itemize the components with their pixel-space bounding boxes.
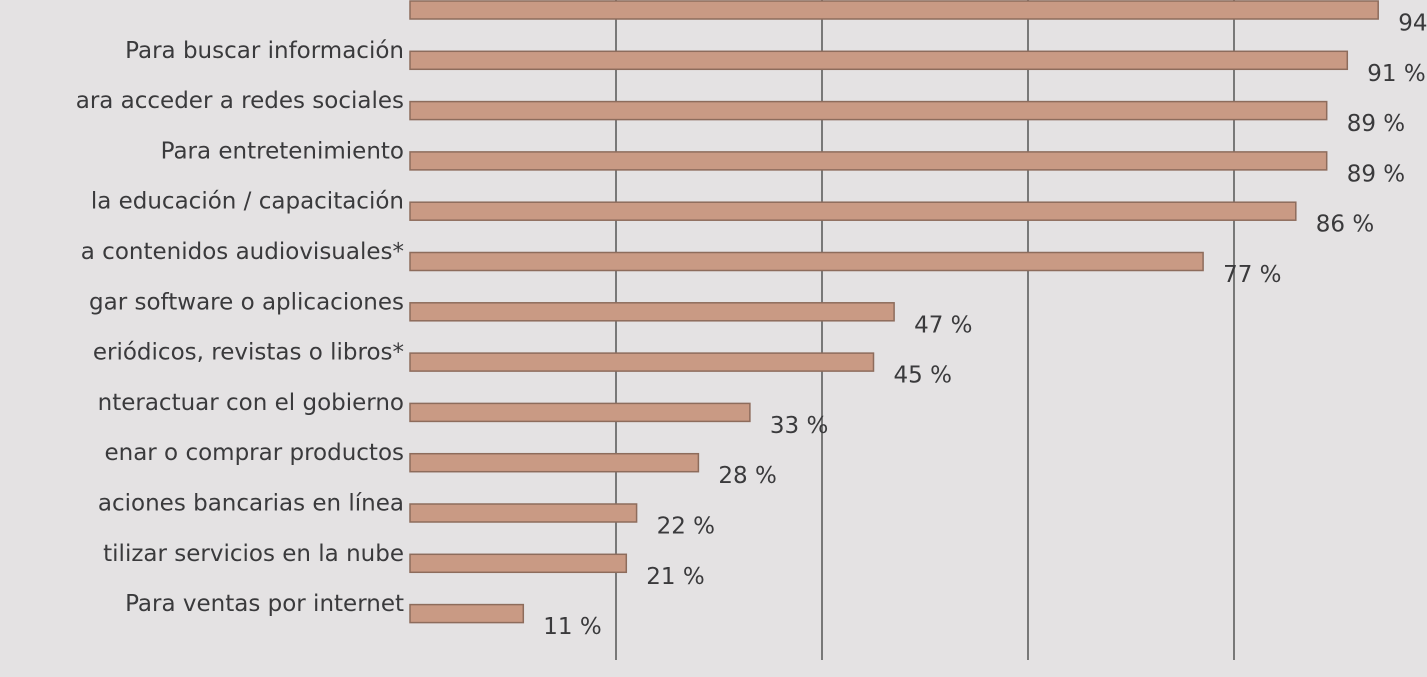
category-label: gar software o aplicaciones: [89, 289, 404, 315]
bar: [409, 452, 700, 473]
value-label: 45 %: [894, 363, 952, 389]
value-label: 77 %: [1223, 262, 1281, 288]
bar: [409, 100, 1328, 121]
category-label: Para entretenimiento: [161, 138, 404, 164]
bar: [409, 352, 875, 372]
bar: [409, 0, 1379, 20]
bar: [409, 302, 895, 322]
bar: [409, 553, 628, 574]
category-label: nteractuar con el gobierno: [98, 390, 404, 416]
category-label: la educación / capacitación: [91, 189, 404, 215]
bar: [409, 201, 1297, 221]
category-label: aciones bancarias en línea: [98, 491, 404, 517]
value-label: 47 %: [914, 312, 972, 338]
value-label: 11 %: [543, 614, 601, 640]
bar: [409, 50, 1349, 71]
category-label: enar o comprar productos: [104, 440, 404, 466]
value-label: 94%: [1398, 11, 1427, 37]
value-label: 89 %: [1347, 111, 1405, 137]
category-label: a contenidos audiovisuales*: [81, 239, 404, 265]
bar: [409, 151, 1328, 171]
value-label: 86 %: [1316, 212, 1374, 238]
value-label: 21 %: [646, 564, 704, 590]
category-label: Para ventas por internet: [125, 591, 404, 617]
value-label: 33 %: [770, 413, 828, 439]
category-label: Para buscar información: [125, 38, 404, 64]
value-label: 91 %: [1367, 61, 1425, 87]
value-label: 89 %: [1347, 161, 1405, 187]
bar: [409, 251, 1204, 272]
value-label: 22 %: [657, 514, 715, 540]
category-label: ara acceder a redes sociales: [76, 88, 404, 114]
bar: [409, 503, 638, 523]
category-label: tilizar servicios en la nube: [103, 541, 404, 567]
bar: [409, 603, 525, 624]
bar: [409, 402, 751, 423]
category-label: eriódicos, revistas o libros*: [93, 340, 404, 366]
value-label: 28 %: [718, 463, 776, 489]
